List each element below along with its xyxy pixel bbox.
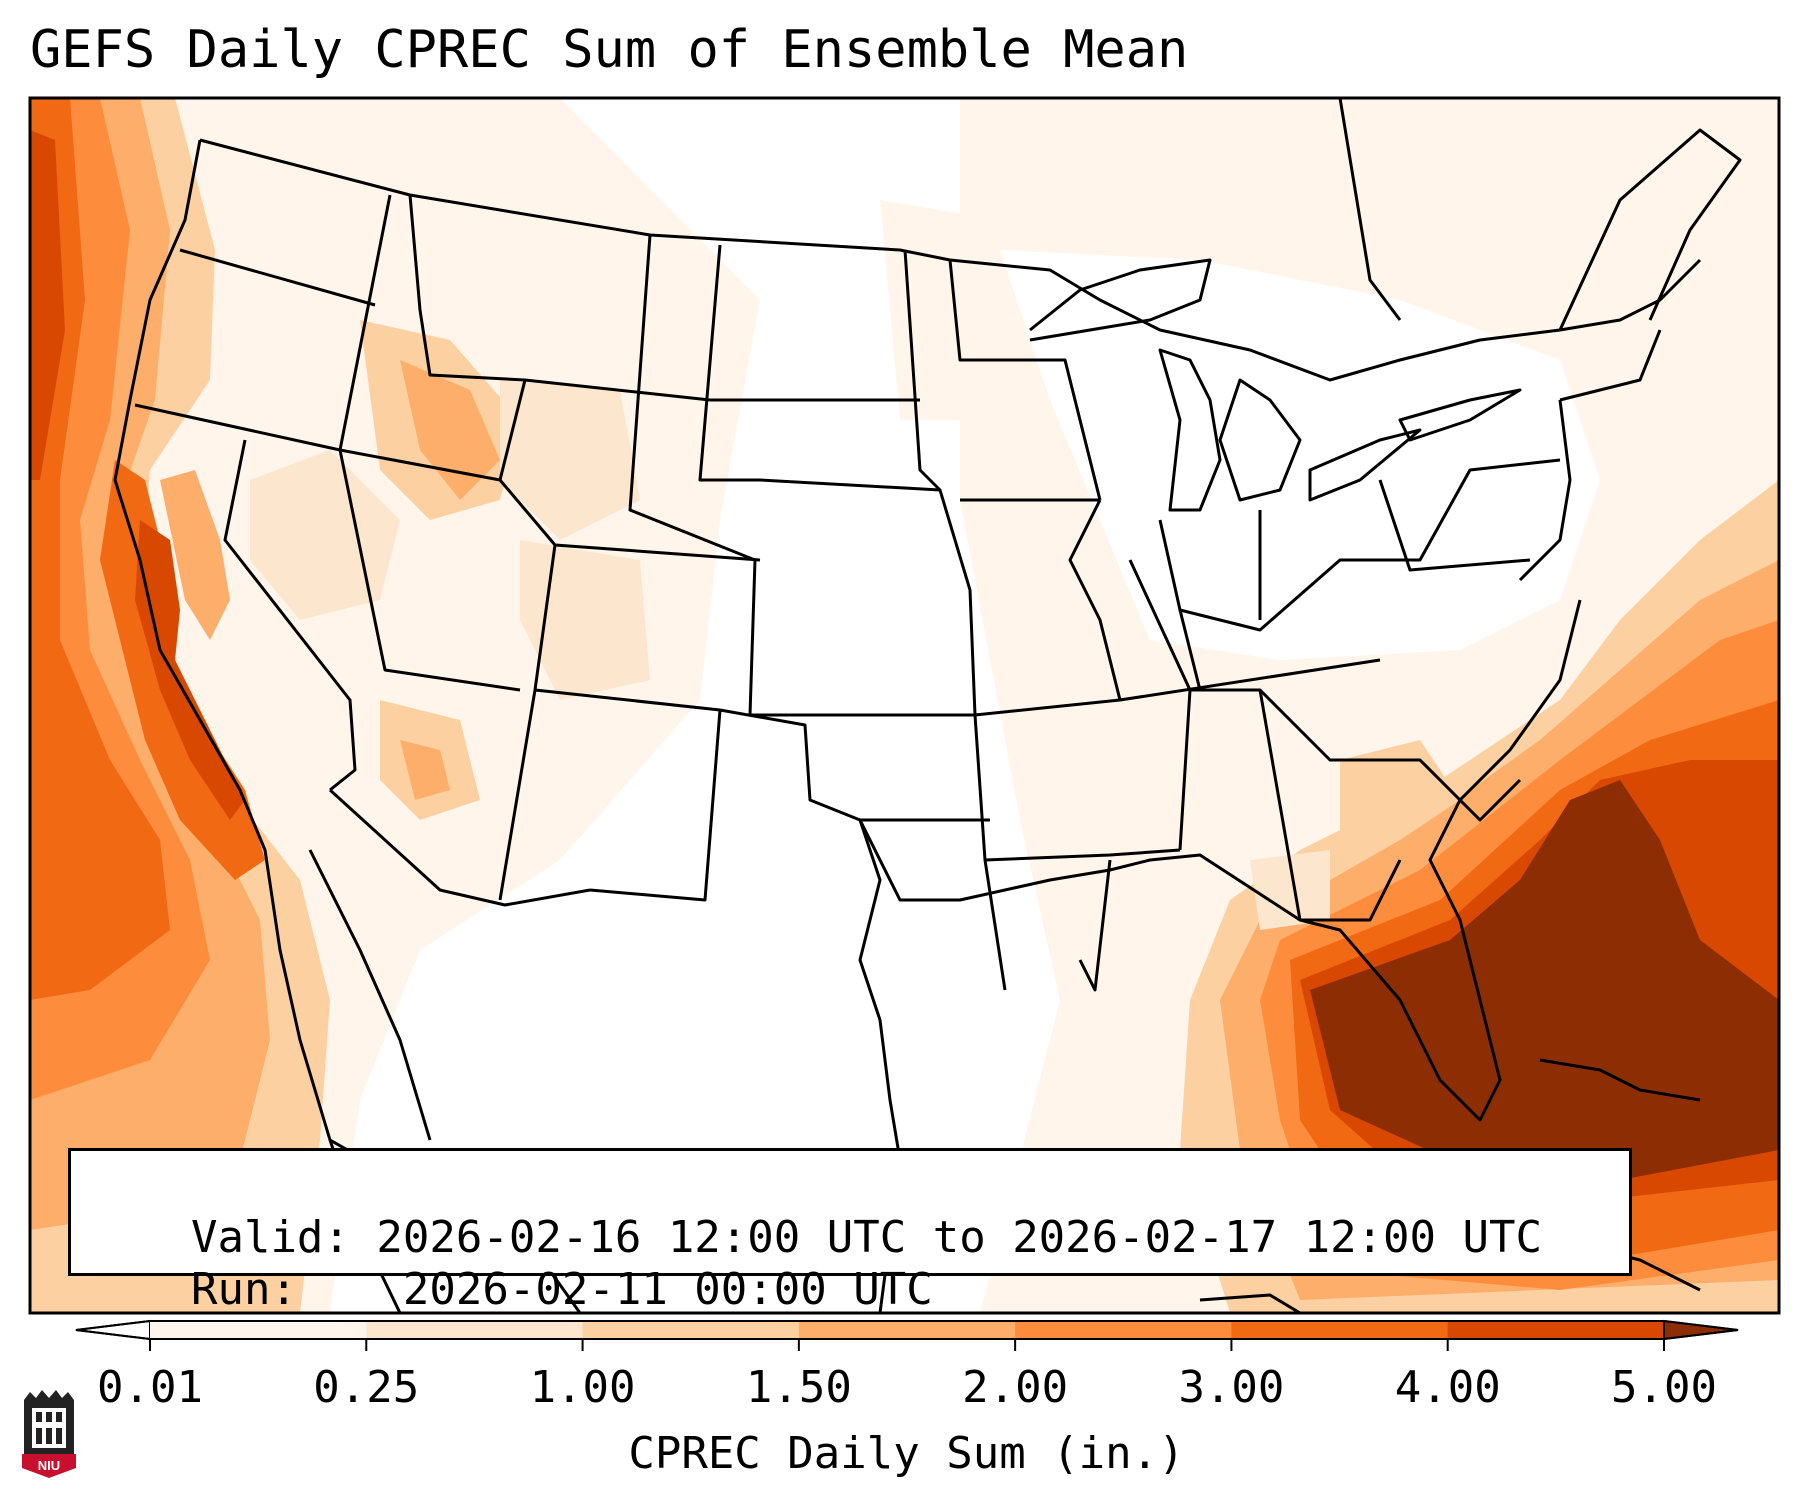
colorbar-segment (150, 1321, 367, 1339)
colorbar-tick-label: 0.25 (313, 1362, 420, 1413)
niu-logo: NIU (22, 1390, 76, 1478)
info-box: Valid: 2026-02-16 12:00 UTC to 2026-02-1… (68, 1148, 1632, 1315)
colorbar-tick-label: 3.00 (1178, 1362, 1285, 1413)
map-frame (28, 96, 1781, 1315)
colorbar-tick-label: 2.00 (962, 1362, 1069, 1413)
colorbar-title: CPREC Daily Sum (in.) (628, 1428, 1185, 1479)
valid-value: 2026-02-16 12:00 UTC to 2026-02-17 12:00… (376, 1212, 1542, 1263)
run-label: Run: (190, 1264, 297, 1315)
colorbar-tick-label: 1.00 (529, 1362, 636, 1413)
colorbar-tick-label: 1.50 (745, 1362, 852, 1413)
colorbar-segment (582, 1321, 800, 1339)
colorbar (75, 1319, 1739, 1351)
run-value: 2026-02-11 00:00 UTC (402, 1264, 933, 1315)
colorbar-segment (1447, 1321, 1665, 1339)
colorbar-segment (798, 1321, 1016, 1339)
colorbar-segment (1015, 1321, 1232, 1339)
logo-text: NIU (38, 1458, 60, 1473)
page-title: GEFS Daily CPREC Sum of Ensemble Mean (30, 20, 1189, 80)
colorbar-tick-label: 4.00 (1394, 1362, 1501, 1413)
colorbar-segment (366, 1321, 584, 1339)
colorbar-tick-label: 5.00 (1611, 1362, 1717, 1413)
valid-label: Valid: (190, 1212, 350, 1263)
colorbar-segment (1231, 1321, 1449, 1339)
colorbar-over (1663, 1319, 1739, 1341)
colorbar-tick-label: 0.01 (97, 1362, 203, 1413)
